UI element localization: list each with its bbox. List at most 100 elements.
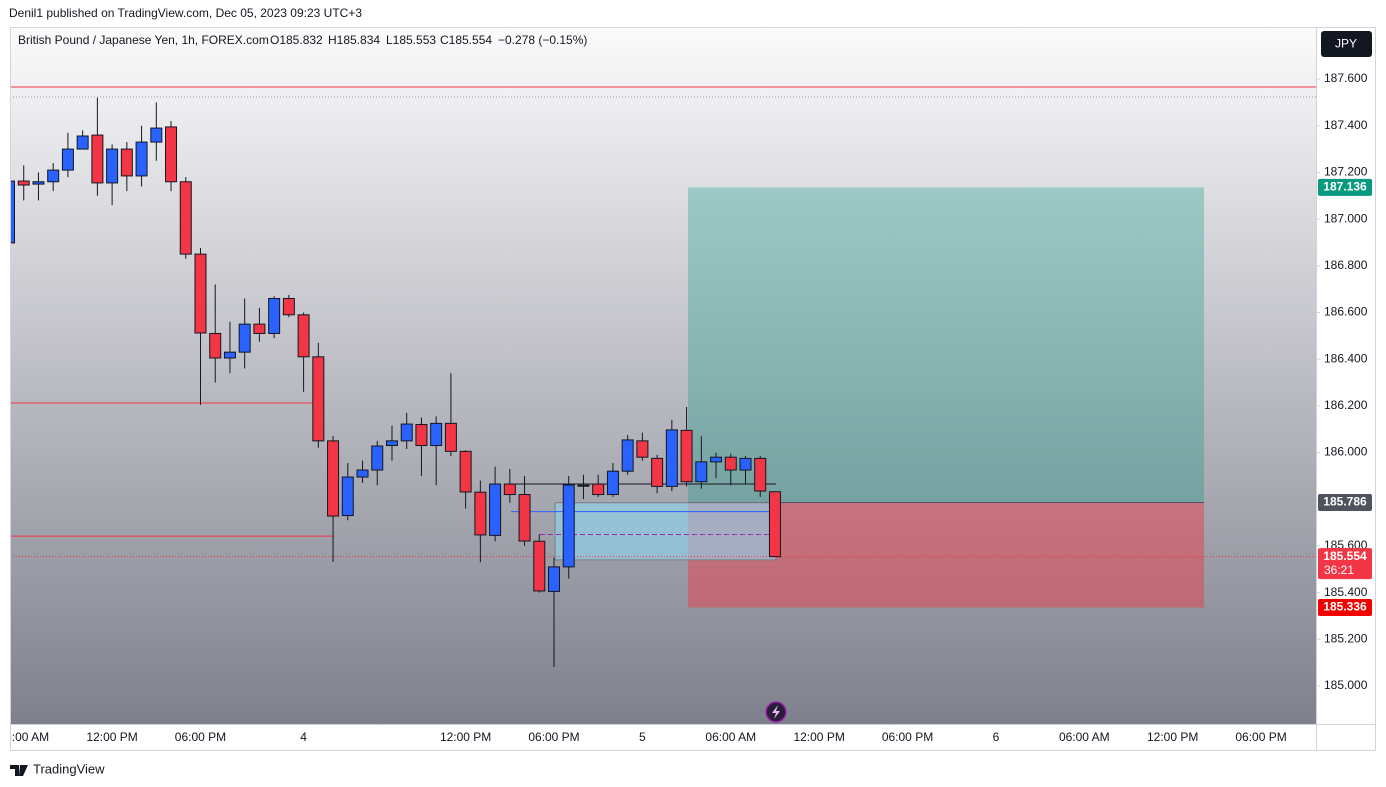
candle-body [341, 476, 354, 517]
y-tick-label: 186.400 [1324, 351, 1368, 365]
brand-logo [10, 765, 28, 776]
entry-label: 185.786 [1323, 495, 1367, 509]
candle-body [179, 181, 192, 255]
candle-body [518, 494, 531, 542]
x-tick-label: 06:00 PM [528, 730, 579, 744]
candle-body [562, 484, 575, 568]
candle-body [238, 323, 251, 353]
candle-body [459, 450, 472, 493]
candle-body [150, 127, 163, 143]
x-tick-label: 4 [300, 730, 307, 744]
currency-label[interactable]: JPY [1335, 37, 1357, 51]
y-tick-label: 187.400 [1324, 118, 1368, 132]
time-axis: 06:00 AM 12:00 PM 06:00 PM 4 12:00 PM 06:00 P… [0, 730, 1287, 744]
target-zone [688, 187, 1204, 503]
candle-body [385, 440, 398, 447]
candle-body [739, 457, 752, 471]
candle-body [194, 253, 207, 334]
candle-body [297, 314, 310, 358]
candle-body [76, 135, 89, 150]
brand-name: TradingView [33, 761, 105, 776]
candle-body [282, 297, 295, 316]
x-tick-label: 12:00 PM [86, 730, 137, 744]
stop-label: 185.336 [1323, 600, 1367, 614]
candle-body [710, 456, 723, 463]
candle-body [665, 429, 678, 487]
zone-box [554, 502, 777, 561]
plot [10, 86, 1316, 668]
candle-body [430, 422, 443, 447]
candle-body [61, 148, 74, 171]
y-tick-label: 187.600 [1324, 71, 1368, 85]
candle-body [312, 356, 325, 442]
candle-body [503, 483, 516, 496]
y-tick-label: 186.800 [1324, 258, 1368, 272]
x-tick-label: 12:00 PM [1147, 730, 1198, 744]
frame [10, 27, 1376, 751]
y-tick-label: 186.000 [1324, 445, 1368, 459]
candle-body [106, 148, 119, 184]
pane-background [10, 27, 1316, 724]
stop-label-box [1318, 599, 1372, 617]
candle-body [135, 141, 148, 177]
candle-body [695, 461, 708, 483]
candle-body [268, 297, 281, 334]
y-tick-label: 187.200 [1324, 165, 1368, 179]
candle-body [327, 440, 340, 517]
x-tick-label: 06:00 PM [175, 730, 226, 744]
candle-body [724, 456, 737, 471]
candle-body [32, 181, 45, 185]
x-tick-label: 06:00 PM [882, 730, 933, 744]
candle-body [636, 440, 649, 458]
candle-body [223, 351, 236, 359]
x-tick-label: 06:00 PM [1235, 730, 1286, 744]
y-tick-label: 186.600 [1324, 305, 1368, 319]
publisher: Denil1 published on TradingView.com, Dec… [9, 6, 362, 20]
target-label: 187.136 [1323, 180, 1367, 194]
header-item: O185.832 [270, 33, 323, 47]
candle-body [533, 540, 546, 592]
y-tick-label: 185.200 [1324, 631, 1368, 645]
candle-body [120, 148, 133, 177]
candle-body [577, 484, 590, 487]
candle-body [768, 491, 781, 558]
candle-body [754, 457, 767, 492]
candle-body [444, 422, 457, 452]
candle-body [371, 445, 384, 471]
y-tick-label: 185.000 [1324, 678, 1368, 692]
time-axis-background [10, 724, 1316, 751]
x-tick-label: 5 [639, 730, 646, 744]
header-item: H185.834 [328, 33, 380, 47]
candle-body [400, 423, 413, 442]
candle-body [415, 424, 428, 447]
x-tick-label: 06:00 AM [705, 730, 756, 744]
x-tick-label: 6 [993, 730, 1000, 744]
candle-body [651, 457, 664, 487]
y-tick-label: 185.400 [1324, 585, 1368, 599]
candle-body [356, 469, 369, 478]
candle-body [621, 439, 634, 472]
header-item: L185.553 [386, 33, 436, 47]
y-tick-label: 187.000 [1324, 211, 1368, 225]
last-price-box [1318, 548, 1372, 580]
candle-body [489, 483, 502, 536]
candle-body [47, 169, 60, 183]
countdown-label: 36:21 [1324, 563, 1354, 577]
candle-body [680, 429, 693, 483]
last-price-label: 185.554 [1323, 549, 1367, 563]
candle-body [209, 332, 222, 359]
x-tick-label: 06:00 AM [1059, 730, 1110, 744]
candle-body [592, 483, 605, 496]
x-tick-label: 06:00 AM [0, 730, 49, 744]
entry-label-box [1318, 493, 1372, 511]
event-icon-bolt [772, 705, 780, 719]
candle-body [548, 566, 561, 592]
header-item: C185.554 [440, 33, 492, 47]
candle-body [10, 180, 15, 244]
candle-body [606, 470, 619, 496]
x-tick-label: 12:00 PM [440, 730, 491, 744]
currency-button[interactable] [1321, 31, 1372, 57]
candle-body [165, 126, 178, 183]
price-axis-background [1316, 27, 1376, 751]
candle-body [253, 323, 266, 334]
